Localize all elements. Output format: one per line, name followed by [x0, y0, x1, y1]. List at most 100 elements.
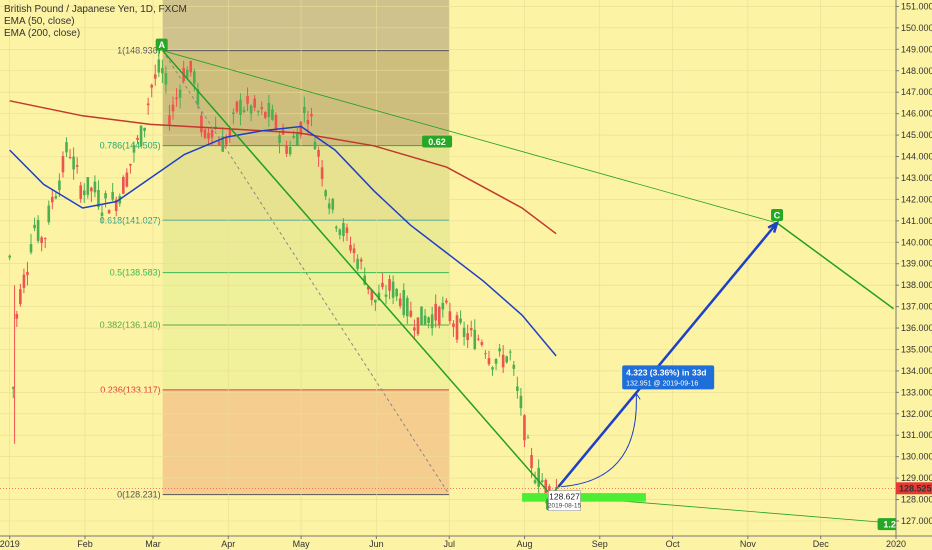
fib-zone [162, 220, 450, 273]
candle-body [114, 199, 118, 212]
price-tick-label: 147.000 [901, 87, 932, 97]
price-axis-bg [896, 0, 932, 550]
candle-body [157, 59, 161, 73]
price-tick-label: 128.000 [901, 495, 932, 505]
candle-body [406, 298, 409, 317]
point-box-price: 128.627 [549, 492, 580, 502]
candle-body [516, 386, 519, 391]
candle-body [335, 226, 338, 229]
candle-body [359, 259, 363, 262]
candle-body [249, 105, 253, 114]
candle-body [285, 145, 288, 154]
candle-body [324, 190, 327, 197]
candle-body [86, 177, 90, 195]
candle-body [445, 300, 448, 303]
fib-zone [162, 325, 450, 390]
candle-body [260, 107, 264, 110]
candle-body [150, 84, 154, 88]
measure-arc [560, 393, 637, 488]
point-c-label: C [774, 210, 781, 220]
support-zone [522, 493, 646, 502]
price-tick-label: 136.000 [901, 323, 932, 333]
candle-body [434, 303, 438, 321]
candle-body [395, 288, 398, 297]
candle-body [377, 292, 381, 300]
candle-body [370, 289, 374, 301]
a-b-leg [162, 50, 552, 496]
candle-body [171, 104, 175, 112]
candle-body [61, 156, 65, 173]
candle-body [501, 354, 505, 368]
candle-body [320, 167, 324, 179]
candle-body [306, 119, 310, 125]
measure-box-main: 4.323 (3.36%) in 33d [626, 367, 706, 377]
price-tick-label: 131.000 [901, 430, 932, 440]
candle-body [523, 415, 526, 441]
candle-body [54, 196, 58, 199]
time-tick-label: Mar [145, 539, 161, 549]
time-tick-label: 2020 [886, 539, 906, 549]
candle-body [125, 172, 129, 187]
candle-body [303, 106, 306, 114]
candle-body [494, 359, 498, 364]
candle-body [391, 281, 395, 298]
candle-body [416, 317, 420, 335]
fib-level-label: 0(128.231) [117, 490, 161, 500]
candle-body [29, 244, 33, 253]
trendline-ratio-label: 0.62 [428, 137, 446, 147]
price-tick-label: 140.000 [901, 237, 932, 247]
candle-body [58, 180, 61, 191]
candle-body [402, 289, 406, 316]
candle-body [139, 125, 143, 147]
candle-body [15, 314, 19, 319]
candle-body [122, 176, 125, 194]
candle-body [161, 68, 164, 74]
candle-body [246, 95, 249, 104]
fib-level-label: 0.236(133.117) [100, 385, 160, 395]
price-tick-label: 150.000 [901, 23, 932, 33]
candle-body [508, 351, 512, 353]
candle-body [75, 165, 79, 167]
candle-body [8, 255, 12, 258]
candle-body [267, 102, 271, 117]
price-tick-label: 133.000 [901, 387, 932, 397]
price-tick-label: 148.000 [901, 66, 932, 76]
candle-body [327, 203, 331, 209]
candles [8, 49, 558, 512]
candle-body [459, 318, 462, 323]
time-tick-label: Apr [221, 539, 235, 549]
price-tick-label: 151.000 [901, 1, 932, 11]
candle-body [356, 258, 359, 269]
candle-body [473, 329, 477, 350]
candle-body [466, 333, 469, 341]
candle-body [146, 103, 150, 106]
c-end-leg [776, 222, 895, 310]
candle-body [43, 238, 47, 240]
candle-body [196, 89, 200, 105]
candle-body [292, 135, 296, 138]
lower-line-label: 1.2 [883, 520, 896, 530]
candle-body [349, 244, 352, 251]
grid [0, 0, 897, 536]
candle-body [72, 156, 75, 170]
candle-body [530, 455, 533, 469]
price-tick-label: 149.000 [901, 44, 932, 54]
candle-body [313, 141, 317, 150]
candle-body [200, 115, 203, 133]
candle-body [437, 307, 441, 325]
candle-body [455, 315, 459, 340]
candle-body [540, 480, 544, 482]
candle-body [178, 89, 182, 98]
candle-body [217, 140, 221, 146]
candle-body [462, 327, 466, 337]
price-tick-label: 129.000 [901, 473, 932, 483]
fib-zone [162, 145, 450, 221]
candle-body [68, 157, 72, 159]
candle-body [47, 205, 51, 223]
candle-body [469, 328, 473, 331]
candle-body [331, 198, 335, 210]
candle-body [185, 69, 189, 79]
dashed-diagonal [162, 50, 450, 495]
